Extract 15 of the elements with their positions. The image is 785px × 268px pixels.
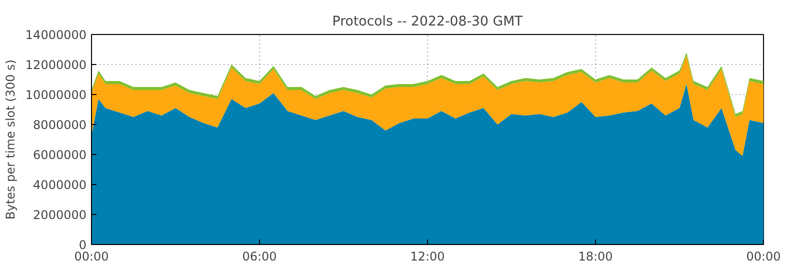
x-tick-label: 06:00: [242, 250, 277, 264]
y-tick-label: 4000000: [33, 178, 87, 192]
x-tick-label: 12:00: [410, 250, 445, 264]
y-tick-label: 6000000: [33, 148, 87, 162]
y-tick-label: 0: [78, 238, 87, 252]
x-tick-label: 18:00: [578, 250, 613, 264]
y-axis-title: Bytes per time slot (300 s): [3, 60, 18, 220]
y-tick-label: 14000000: [25, 28, 86, 42]
x-tick-label: 00:00: [746, 250, 781, 264]
y-tick-label: 2000000: [33, 208, 87, 222]
y-tick-label: 10000000: [25, 88, 86, 102]
y-tick-label: 12000000: [25, 58, 86, 72]
chart-title: Protocols -- 2022-08-30 GMT: [332, 14, 524, 30]
x-tick-label: 00:00: [74, 250, 109, 264]
y-tick-label: 8000000: [33, 118, 87, 132]
